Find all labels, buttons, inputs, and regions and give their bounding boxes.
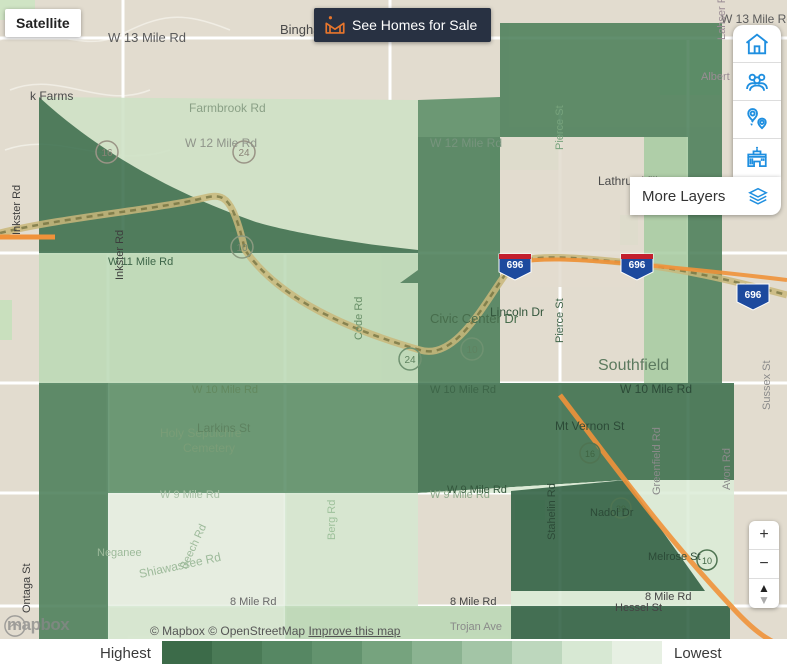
svg-text:Greenfield Rd: Greenfield Rd (651, 427, 663, 495)
svg-text:8 Mile Rd: 8 Mile Rd (230, 596, 276, 608)
svg-text:Lahser Rd: Lahser Rd (716, 0, 728, 40)
svg-text:W 9 Mile Rd: W 9 Mile Rd (447, 484, 507, 496)
svg-text:Cemetery: Cemetery (183, 441, 235, 455)
svg-text:Larkins St: Larkins St (197, 421, 251, 435)
svg-text:Code Rd: Code Rd (353, 297, 365, 340)
svg-text:Hessel St: Hessel St (615, 602, 662, 614)
svg-text:Berg Rd: Berg Rd (326, 500, 338, 540)
svg-text:Lincoln Dr: Lincoln Dr (490, 305, 544, 319)
svg-text:Ontaga St: Ontaga St (21, 563, 33, 613)
svg-text:W 10 Mile Rd: W 10 Mile Rd (430, 384, 496, 396)
svg-text:696: 696 (507, 260, 524, 271)
svg-text:10: 10 (466, 345, 478, 356)
svg-text:Trojan Ave: Trojan Ave (450, 621, 502, 633)
svg-text:8 Mile Rd: 8 Mile Rd (450, 596, 496, 608)
svg-text:24: 24 (404, 355, 416, 366)
svg-text:W 12 Mile Rd: W 12 Mile Rd (185, 136, 257, 150)
svg-text:W 13 Mile Rd: W 13 Mile Rd (108, 30, 186, 45)
svg-text:Farmbrook Rd: Farmbrook Rd (189, 101, 266, 115)
svg-text:W 13 Mile Rd: W 13 Mile Rd (721, 12, 787, 26)
svg-text:W 9 Mile Rd: W 9 Mile Rd (160, 489, 220, 501)
svg-text:Stahelin Rd: Stahelin Rd (546, 483, 558, 540)
svg-text:Inkster Rd: Inkster Rd (11, 185, 23, 235)
svg-text:Mt Vernon St: Mt Vernon St (555, 419, 625, 433)
svg-text:16: 16 (101, 148, 113, 159)
svg-text:10: 10 (702, 556, 712, 566)
svg-text:Albert .: Albert . (701, 71, 736, 83)
svg-text:Nadol Dr: Nadol Dr (590, 507, 634, 519)
svg-text:Sussex St: Sussex St (761, 360, 773, 410)
svg-text:Inkster Rd: Inkster Rd (114, 230, 126, 280)
svg-text:Pierce St: Pierce St (554, 298, 566, 343)
svg-text:Avon Rd: Avon Rd (721, 448, 733, 490)
svg-text:Neganee: Neganee (97, 547, 142, 559)
svg-text:W 10 Mile Rd: W 10 Mile Rd (192, 384, 258, 396)
svg-text:k Farms: k Farms (30, 89, 73, 103)
svg-text:W 10 Mile Rd: W 10 Mile Rd (620, 382, 692, 396)
svg-text:696: 696 (629, 260, 646, 271)
svg-text:Southfield: Southfield (598, 357, 669, 374)
svg-text:Pierce St: Pierce St (554, 105, 566, 150)
svg-text:10: 10 (236, 243, 248, 254)
svg-text:696: 696 (745, 290, 762, 301)
svg-text:16: 16 (585, 449, 595, 459)
svg-text:W 12 Mile Rd: W 12 Mile Rd (430, 136, 502, 150)
svg-text:W 11 Mile Rd: W 11 Mile Rd (108, 256, 173, 268)
svg-text:Melrose St: Melrose St (648, 551, 701, 563)
